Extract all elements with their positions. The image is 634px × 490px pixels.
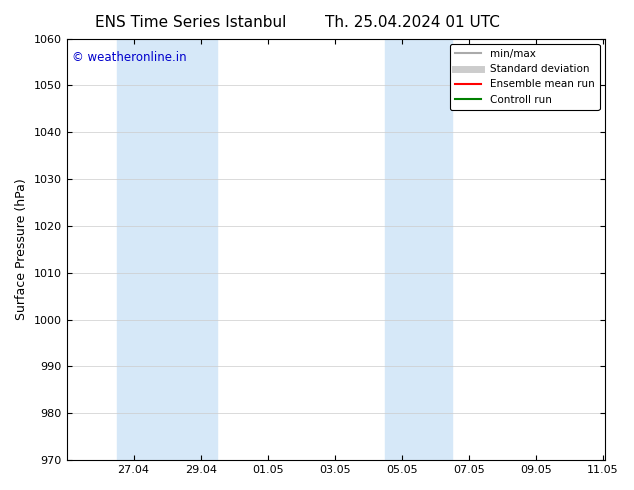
Bar — [385, 39, 452, 460]
Legend: min/max, Standard deviation, Ensemble mean run, Controll run: min/max, Standard deviation, Ensemble me… — [450, 44, 600, 110]
Text: ENS Time Series Istanbul: ENS Time Series Istanbul — [94, 15, 286, 30]
Text: Th. 25.04.2024 01 UTC: Th. 25.04.2024 01 UTC — [325, 15, 500, 30]
Text: © weatheronline.in: © weatheronline.in — [72, 51, 186, 64]
Y-axis label: Surface Pressure (hPa): Surface Pressure (hPa) — [15, 178, 28, 320]
Bar — [117, 39, 217, 460]
